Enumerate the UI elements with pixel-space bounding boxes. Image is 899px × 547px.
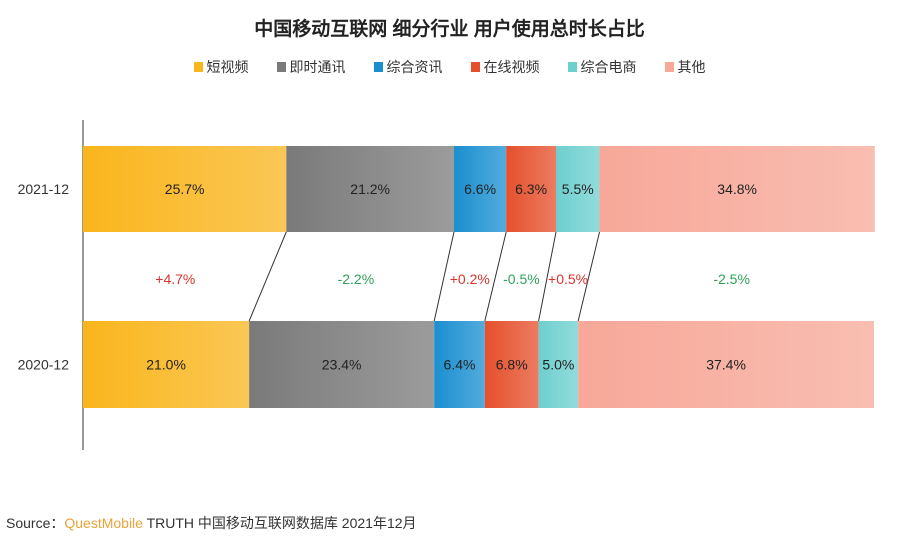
data-label: 6.4% <box>444 357 476 373</box>
legend: 短视频 即时通讯 综合资讯 在线视频 综合电商 其他 <box>0 57 899 77</box>
bar-segment <box>286 146 454 232</box>
legend-item: 短视频 <box>193 57 249 77</box>
change-label: -2.2% <box>338 271 375 287</box>
legend-item: 即时通讯 <box>276 57 346 77</box>
data-label: 21.0% <box>146 357 186 373</box>
legend-label: 综合资讯 <box>386 59 443 75</box>
data-label: 6.6% <box>464 181 496 197</box>
data-label: 6.8% <box>496 357 528 373</box>
connector-line <box>248 231 287 322</box>
legend-item: 其他 <box>664 57 706 77</box>
y-tick-label: 2020-12 <box>18 357 70 373</box>
legend-item: 综合资讯 <box>373 57 443 77</box>
connector-line <box>433 231 455 322</box>
bar-segment <box>578 321 874 408</box>
legend-label: 其他 <box>677 59 706 75</box>
data-label: 34.8% <box>717 181 757 197</box>
data-label: 23.4% <box>322 357 362 373</box>
source-prefix: Source： <box>6 515 65 531</box>
data-label: 5.5% <box>562 181 594 197</box>
data-label: 6.3% <box>515 181 547 197</box>
data-label: 25.7% <box>165 181 205 197</box>
legend-item: 综合电商 <box>567 57 637 77</box>
bar-segment <box>434 321 485 408</box>
legend-swatch <box>664 62 674 72</box>
legend-label: 综合电商 <box>580 59 637 75</box>
data-label: 5.0% <box>542 357 574 373</box>
bar-segment <box>556 146 600 232</box>
change-label: +0.5% <box>548 271 588 287</box>
y-tick-label: 2021-12 <box>18 181 70 197</box>
connector-line <box>484 231 507 322</box>
legend-swatch <box>276 62 286 72</box>
data-label: 21.2% <box>350 181 390 197</box>
source-note: Source：QuestMobile TRUTH 中国移动互联网数据库 2021… <box>6 513 417 533</box>
bar-segment <box>249 321 435 408</box>
chart-title: 中国移动互联网 细分行业 用户使用总时长占比 <box>254 19 645 40</box>
connector-line <box>538 231 557 322</box>
legend-label: 在线视频 <box>483 59 540 75</box>
bar-segment <box>83 321 250 408</box>
legend-label: 短视频 <box>206 59 249 75</box>
bar-segment <box>484 321 539 408</box>
legend-swatch <box>470 62 480 72</box>
bar-segment <box>83 146 287 232</box>
bar-segment <box>538 321 579 408</box>
change-label: -2.5% <box>713 271 750 287</box>
data-label: 37.4% <box>706 357 746 373</box>
legend-swatch <box>373 62 383 72</box>
legend-item: 在线视频 <box>470 57 540 77</box>
legend-swatch <box>193 62 203 72</box>
legend-label: 即时通讯 <box>289 59 346 75</box>
connector-line <box>577 231 601 322</box>
legend-swatch <box>567 62 577 72</box>
change-label: +4.7% <box>155 271 195 287</box>
change-label: -0.5% <box>503 271 540 287</box>
bar-segment <box>599 146 875 232</box>
bar-segment <box>453 146 507 232</box>
change-label: +0.2% <box>450 271 490 287</box>
source-brand: QuestMobile <box>64 515 143 531</box>
bar-segment <box>506 146 557 232</box>
source-text: TRUTH 中国移动互联网数据库 2021年12月 <box>142 515 417 531</box>
